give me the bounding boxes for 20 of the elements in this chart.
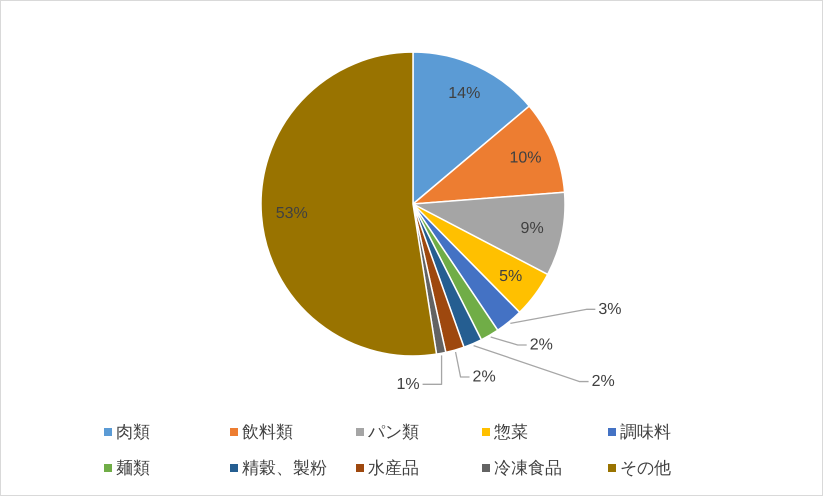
legend-label: その他 bbox=[620, 458, 671, 478]
data-label: 5% bbox=[499, 268, 522, 285]
data-label: 14% bbox=[448, 85, 480, 102]
legend-label: 調味料 bbox=[620, 422, 671, 442]
data-label: 10% bbox=[510, 149, 542, 166]
data-label: 2% bbox=[592, 373, 615, 390]
legend-label: 水産品 bbox=[368, 458, 419, 478]
legend-label: パン類 bbox=[367, 422, 419, 442]
data-label: 1% bbox=[396, 376, 420, 393]
data-label: 53% bbox=[276, 204, 308, 222]
legend-label: 麺類 bbox=[116, 458, 150, 478]
data-label: 9% bbox=[520, 220, 544, 237]
data-label: 3% bbox=[598, 300, 622, 318]
legend-label: 冷凍食品 bbox=[494, 458, 562, 478]
legend-label: 飲料類 bbox=[242, 422, 293, 442]
legend-label: 肉類 bbox=[116, 422, 150, 442]
legend-label: 精穀、製粉 bbox=[242, 458, 327, 478]
data-label: 2% bbox=[530, 336, 553, 354]
data-label: 2% bbox=[472, 368, 496, 386]
legend-label: 惣菜 bbox=[493, 422, 528, 442]
